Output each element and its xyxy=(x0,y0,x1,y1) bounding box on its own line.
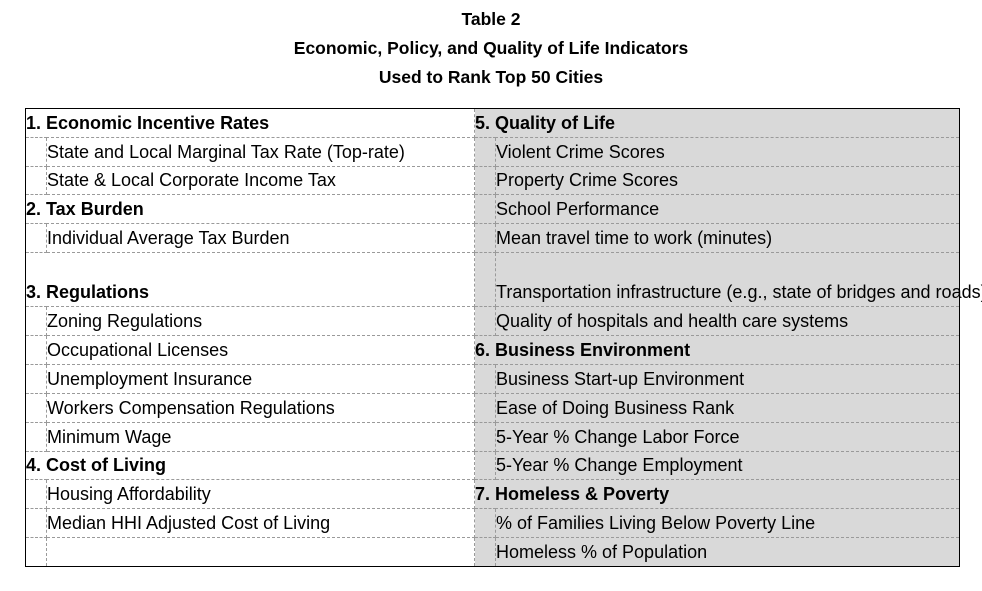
left-section-heading: 4. Cost of Living xyxy=(25,451,475,481)
right-indicator-cell: % of Families Living Below Poverty Line xyxy=(495,508,960,539)
indent-cell xyxy=(25,166,47,196)
indent-cell xyxy=(25,479,47,510)
right-indicator-cell: 5-Year % Change Employment xyxy=(495,451,960,481)
table-row: 2. Tax Burden School Performance xyxy=(25,194,960,225)
indent-cell xyxy=(474,252,496,308)
left-indicator-cell: Zoning Regulations xyxy=(46,306,475,337)
left-indicator-cell: Individual Average Tax Burden xyxy=(46,223,475,254)
left-indicator-cell: Median HHI Adjusted Cost of Living xyxy=(46,508,475,539)
table-row: 4. Cost of Living 5-Year % Change Employm… xyxy=(25,451,960,481)
table-row: Workers Compensation Regulations Ease of … xyxy=(25,393,960,423)
left-indicator-cell xyxy=(46,537,475,567)
indent-cell xyxy=(474,166,496,196)
left-indicator-cell: Unemployment Insurance xyxy=(46,364,475,394)
left-section-heading: 1. Economic Incentive Rates xyxy=(25,108,475,138)
left-section-heading: 2. Tax Burden xyxy=(25,194,475,225)
caption-line-3: Used to Rank Top 50 Cities xyxy=(378,67,604,87)
right-indicator-cell: Business Start-up Environment xyxy=(495,364,960,394)
indent-cell xyxy=(474,137,496,167)
table-row: Median HHI Adjusted Cost of Living % of F… xyxy=(25,508,960,539)
left-indicator-cell: Occupational Licenses xyxy=(46,335,475,366)
indent-cell xyxy=(474,508,496,539)
left-indicator-cell: State and Local Marginal Tax Rate (Top-r… xyxy=(46,137,475,167)
caption-line-1: Table 2 xyxy=(461,9,521,29)
indent-cell xyxy=(474,364,496,394)
right-indicator-cell: Transportation infrastructure (e.g., sta… xyxy=(495,252,982,308)
indent-cell xyxy=(25,422,47,452)
indent-cell xyxy=(25,364,47,394)
table-row: State and Local Marginal Tax Rate (Top-r… xyxy=(25,137,960,167)
right-indicator-cell: Ease of Doing Business Rank xyxy=(495,393,960,423)
left-section-heading: 3. Regulations xyxy=(25,252,475,308)
right-indicator-cell: Property Crime Scores xyxy=(495,166,960,196)
indent-cell xyxy=(25,223,47,254)
table-row: Housing Affordability 7. Homeless & Pover… xyxy=(25,479,960,510)
indent-cell xyxy=(25,335,47,366)
right-indicator-cell: Quality of hospitals and health care sys… xyxy=(495,306,960,337)
right-indicator-cell: Homeless % of Population xyxy=(495,537,960,567)
right-indicator-cell: Mean travel time to work (minutes) xyxy=(495,223,960,254)
table-row: Unemployment Insurance Business Start-up … xyxy=(25,364,960,394)
right-section-heading: 6. Business Environment xyxy=(474,335,960,366)
indent-cell xyxy=(474,306,496,337)
indent-cell xyxy=(474,451,496,481)
indent-cell xyxy=(474,223,496,254)
indent-cell xyxy=(474,422,496,452)
caption-line-2: Economic, Policy, and Quality of Life In… xyxy=(293,38,689,58)
table-row: State & Local Corporate Income Tax Proper… xyxy=(25,166,960,196)
indent-cell xyxy=(25,508,47,539)
table-row: 1. Economic Incentive Rates 5. Quality of… xyxy=(25,108,960,138)
indent-cell xyxy=(25,137,47,167)
left-indicator-cell: Workers Compensation Regulations xyxy=(46,393,475,423)
table-row: Zoning Regulations Quality of hospitals a… xyxy=(25,306,960,337)
left-indicator-cell: Minimum Wage xyxy=(46,422,475,452)
indent-cell xyxy=(474,393,496,423)
right-section-heading: 7. Homeless & Poverty xyxy=(474,479,960,510)
right-indicator-cell: 5-Year % Change Labor Force xyxy=(495,422,960,452)
right-indicator-cell: School Performance xyxy=(495,194,960,225)
indent-cell xyxy=(25,393,47,423)
table-caption: Table 2 Economic, Policy, and Quality of… xyxy=(0,5,982,92)
table-row: Individual Average Tax Burden Mean travel… xyxy=(25,223,960,254)
indicators-table: 1. Economic Incentive Rates 5. Quality of… xyxy=(25,108,982,567)
indent-cell xyxy=(25,306,47,337)
indicators-table-body: 1. Economic Incentive Rates 5. Quality of… xyxy=(25,108,982,567)
right-section-heading: 5. Quality of Life xyxy=(474,108,960,138)
indent-cell xyxy=(474,537,496,567)
indent-cell xyxy=(25,537,47,567)
table-row: Homeless % of Population xyxy=(25,537,960,567)
left-indicator-cell: Housing Affordability xyxy=(46,479,475,510)
left-indicator-cell: State & Local Corporate Income Tax xyxy=(46,166,475,196)
table-row: Occupational Licenses 6. Business Environ… xyxy=(25,335,960,366)
indent-cell xyxy=(474,194,496,225)
table-row: 3. Regulations Transportation infrastruct… xyxy=(25,252,982,308)
right-indicator-cell: Violent Crime Scores xyxy=(495,137,960,167)
table-row: Minimum Wage 5-Year % Change Labor Force xyxy=(25,422,960,452)
